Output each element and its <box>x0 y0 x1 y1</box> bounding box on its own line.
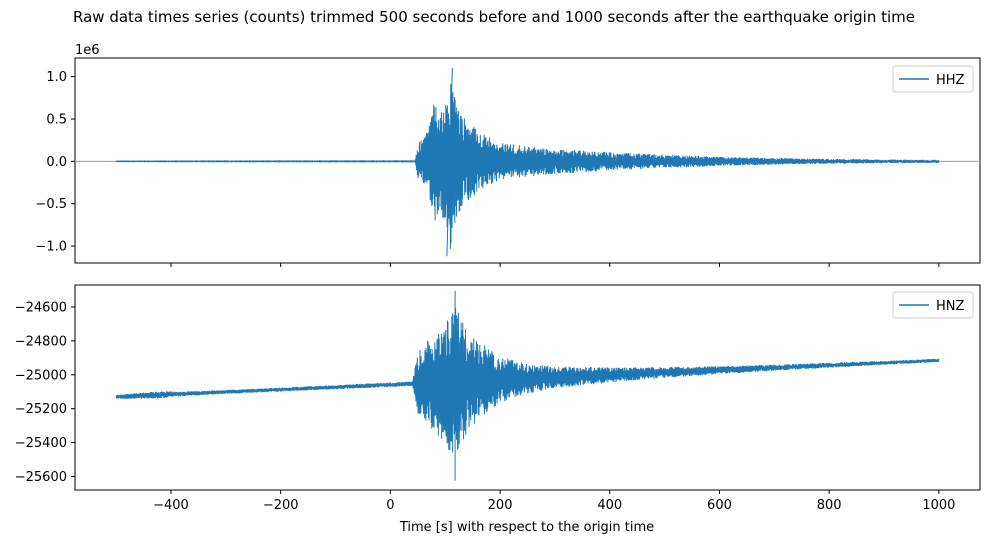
axes-hnz-xticks: −400 −200 0 200 400 600 800 1000 <box>153 490 955 513</box>
ytick-label: 0.0 <box>46 155 67 170</box>
legend-hhz-label: HHZ <box>936 73 965 88</box>
hhz-series-line <box>115 68 940 257</box>
xtick-label: 400 <box>597 498 622 513</box>
xtick-label: 0 <box>386 498 394 513</box>
axes-hnz-plot-area <box>115 290 940 481</box>
axes-hnz-frame <box>74 284 981 491</box>
xtick-label: −200 <box>263 498 299 513</box>
legend-hnz-box <box>892 291 974 319</box>
axes-hhz-plot-area <box>75 68 980 257</box>
ytick-label: −24600 <box>15 301 67 316</box>
ytick-label: −25200 <box>15 402 67 417</box>
axes-hhz-offset-text: 1e6 <box>75 43 100 58</box>
ytick-label: −1.0 <box>35 240 67 255</box>
ytick-label: 0.5 <box>46 112 67 127</box>
hnz-series-line <box>115 290 940 481</box>
axes-hhz-frame <box>74 57 981 264</box>
legend-hnz-label: HNZ <box>936 299 965 314</box>
figure-xlabel: Time [s] with respect to the origin time <box>399 520 654 535</box>
legend-hhz: HHZ <box>892 65 974 93</box>
ytick-label: −0.5 <box>35 197 67 212</box>
xtick-label: 200 <box>488 498 513 513</box>
xtick-label: 600 <box>707 498 732 513</box>
xtick-label: 1000 <box>922 498 955 513</box>
axes-hhz-xticks <box>170 263 940 267</box>
legend-hnz: HNZ <box>892 291 974 319</box>
legend-hhz-box <box>892 65 974 93</box>
xtick-label: 800 <box>817 498 842 513</box>
axes-hhz: 1e6 −1.0 −0.5 0.0 0.5 1.0 HHZ <box>35 43 981 267</box>
ytick-label: −25600 <box>15 470 67 485</box>
ytick-label: −24800 <box>15 334 67 349</box>
ytick-label: −25400 <box>15 436 67 451</box>
axes-hhz-yticks: −1.0 −0.5 0.0 0.5 1.0 <box>35 70 75 255</box>
ytick-label: 1.0 <box>46 70 67 85</box>
xtick-label: −400 <box>153 498 189 513</box>
ytick-label: −25000 <box>15 368 67 383</box>
axes-hnz: −25600 −25400 −25200 −25000 −24800 −24600 −40… <box>15 284 981 513</box>
axes-hnz-yticks: −25600 −25400 −25200 −25000 −24800 −24600 <box>15 301 75 485</box>
figure-suptitle: Raw data times series (counts) trimmed 5… <box>73 8 915 26</box>
